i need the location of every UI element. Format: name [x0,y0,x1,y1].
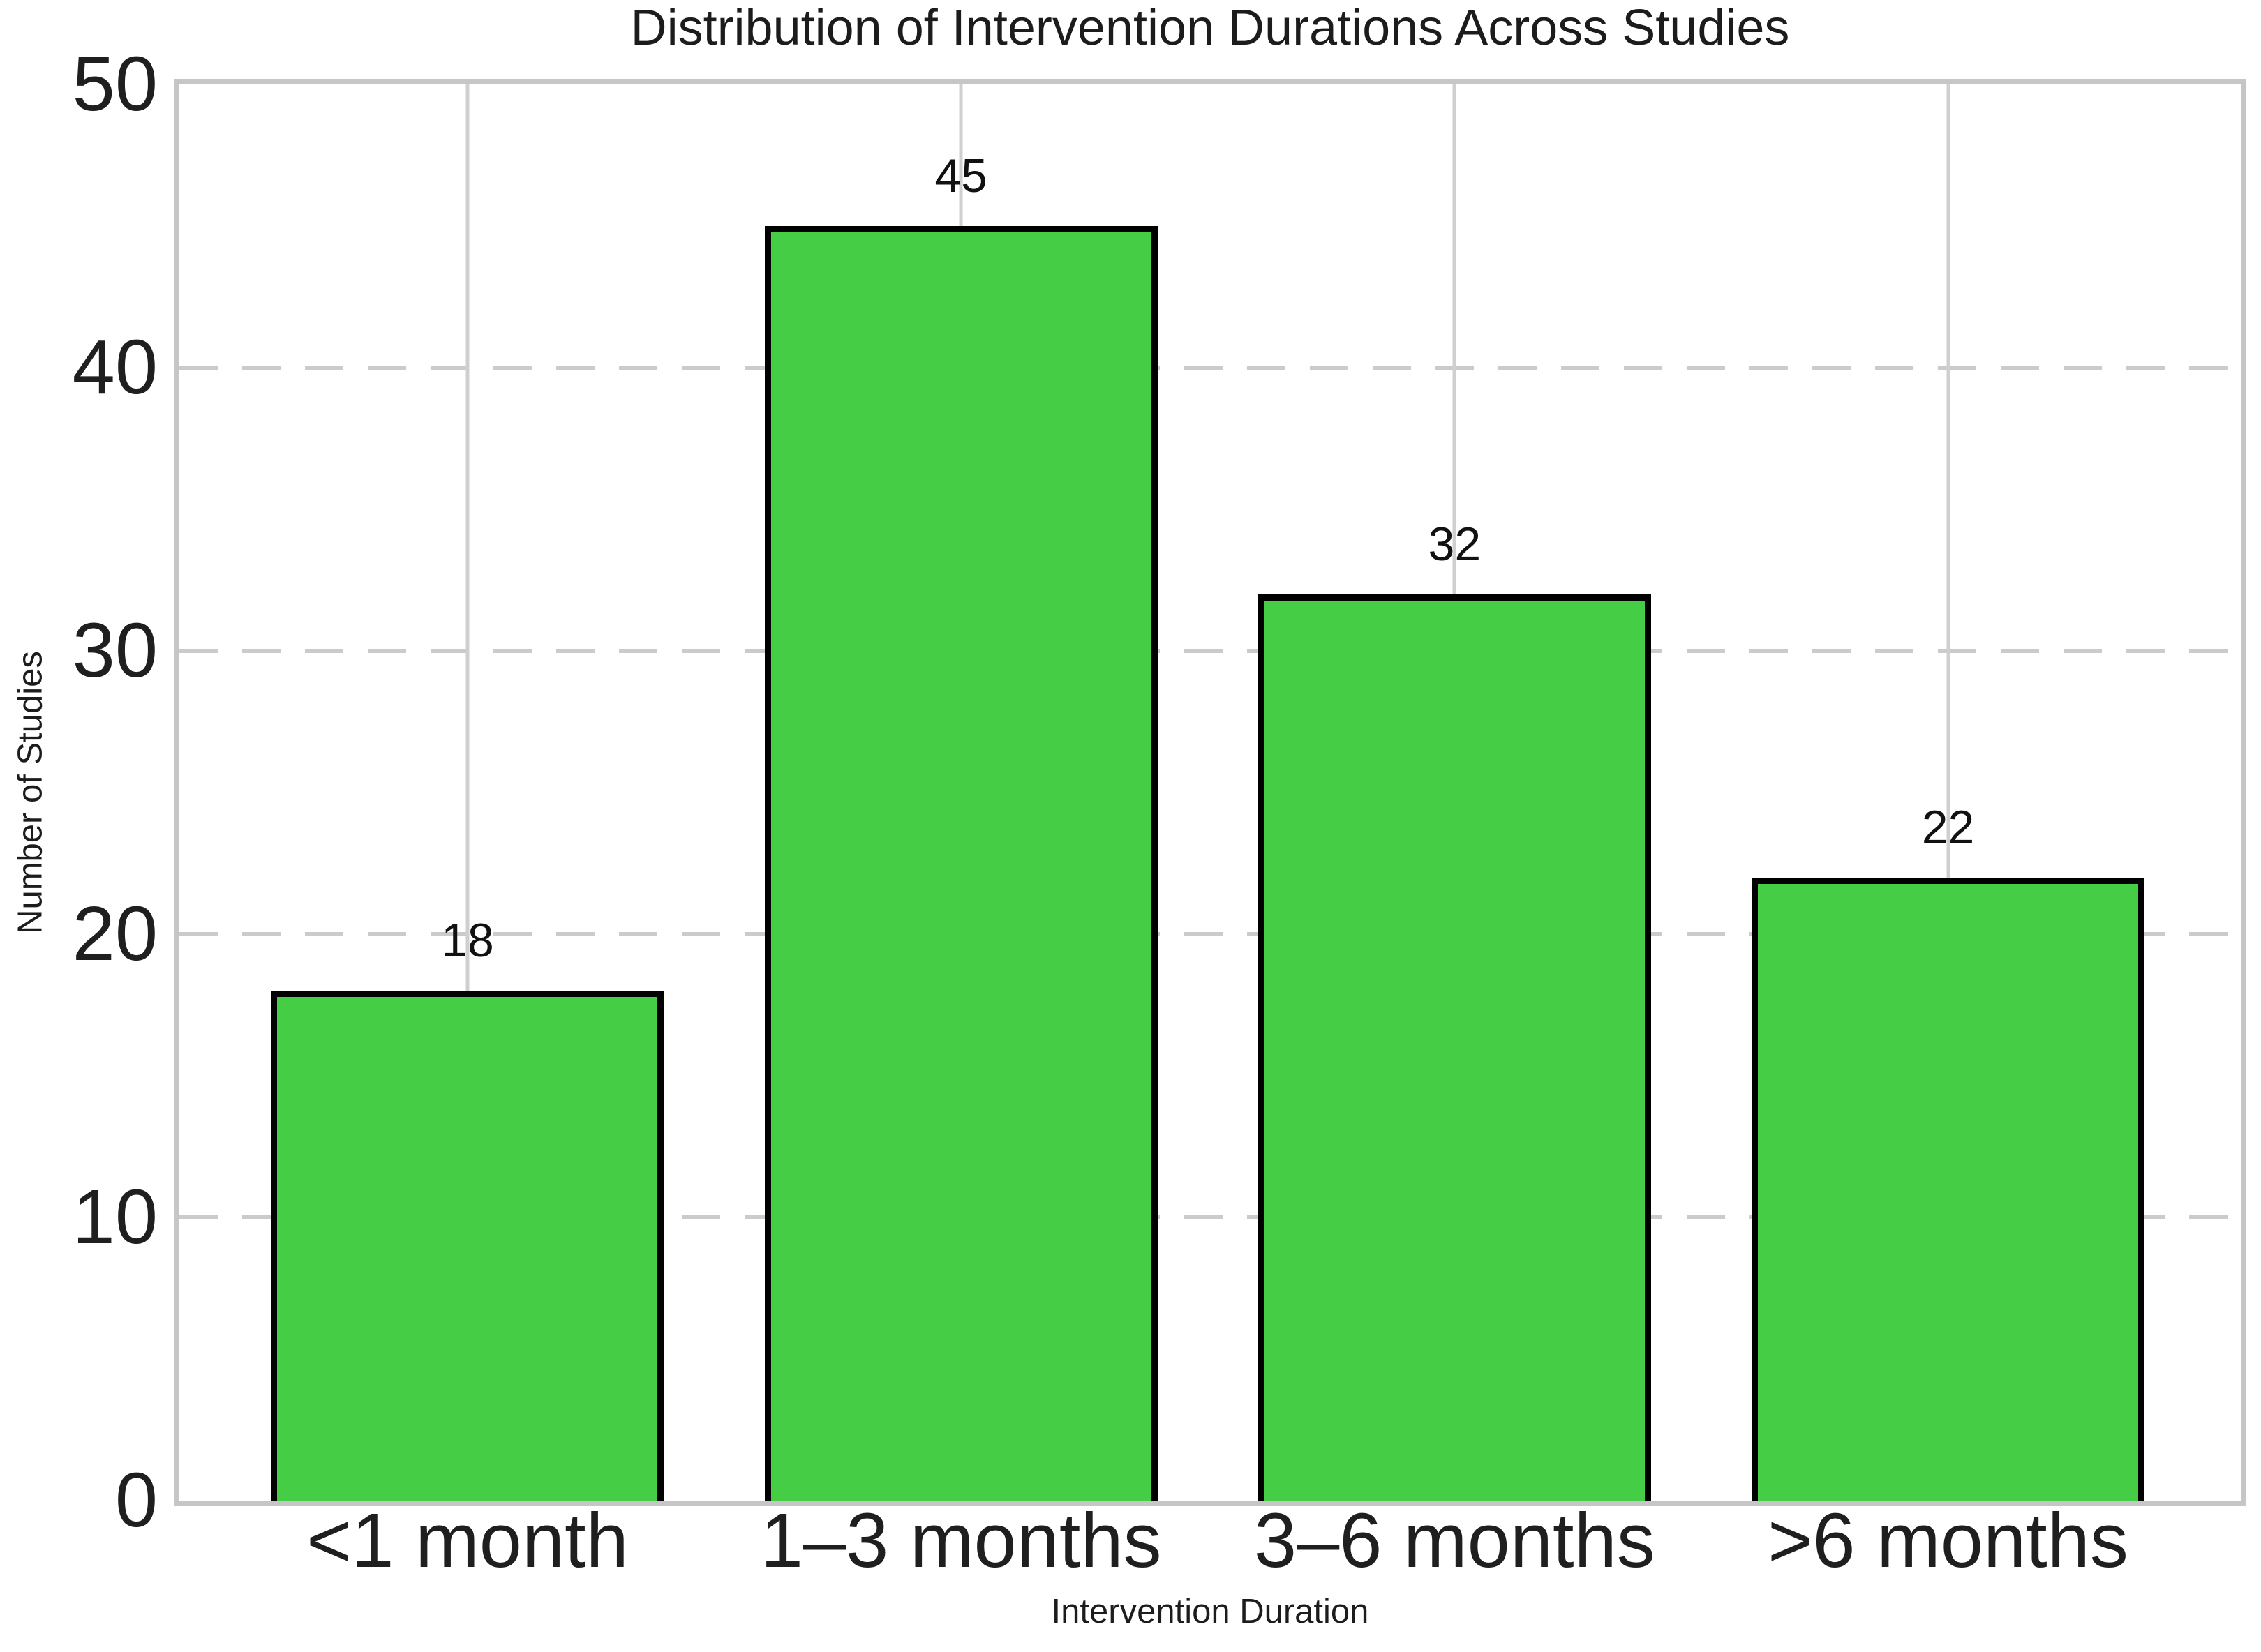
bar [1752,877,2145,1501]
y-tick-label: 20 [72,891,158,977]
y-axis-tick-labels: 0 10 20 30 40 50 [0,46,158,1539]
y-gridline [179,366,2241,370]
y-tick-label: 50 [72,41,158,127]
y-tick-label: 30 [72,608,158,693]
bar-value-label: 32 [1428,517,1482,571]
y-tick-label: 0 [114,1457,158,1543]
x-axis-tick-labels: <1 month 1–3 months 3–6 months >6 months [179,1503,2241,1614]
y-tick-label: 10 [72,1174,158,1260]
bar-value-label: 22 [1921,800,1975,854]
y-gridline [179,932,2241,936]
plot-area: 18 45 32 22 [174,79,2246,1506]
x-gridline [1946,84,1950,1501]
bar [271,991,664,1501]
bar [1258,594,1651,1501]
bar-value-label: 18 [441,914,494,968]
y-gridline [179,1215,2241,1219]
x-tick-label: 1–3 months [760,1498,1162,1584]
x-gridline [465,84,470,1501]
x-axis-label: Intervention Duration [1051,1593,1369,1630]
y-gridline [179,649,2241,653]
x-tick-label: 3–6 months [1253,1498,1655,1584]
bar-value-label: 45 [934,149,987,202]
bar [764,226,1158,1501]
y-tick-label: 40 [72,324,158,410]
x-tick-label: <1 month [306,1498,629,1584]
chart-title: Distribution of Intervention Durations A… [630,0,1790,56]
x-tick-label: >6 months [1768,1498,2128,1584]
